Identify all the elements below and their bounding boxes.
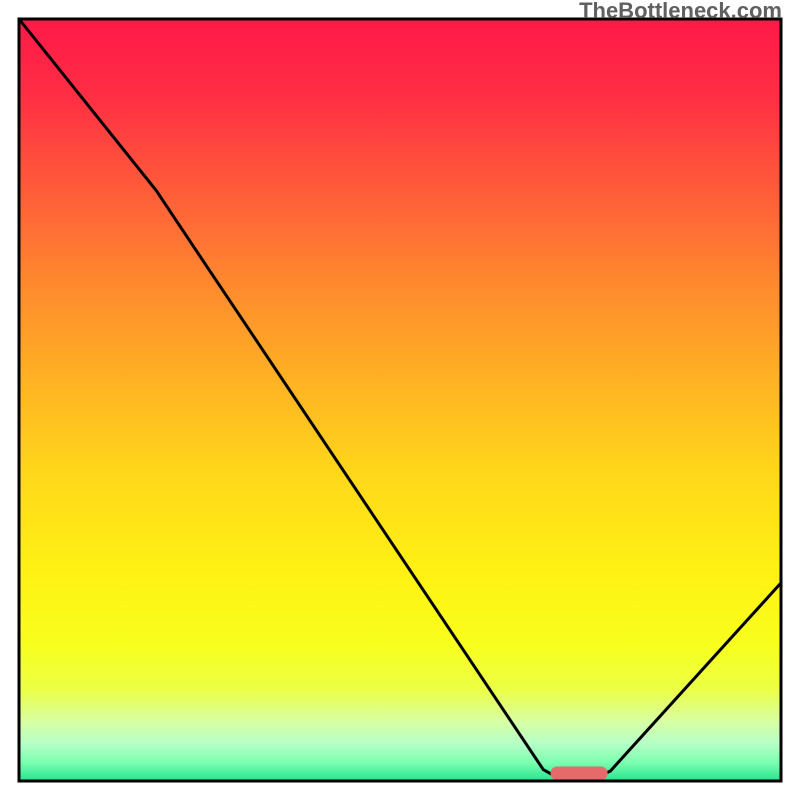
- optimal-marker: [550, 767, 607, 781]
- chart-container: TheBottleneck.com: [0, 0, 800, 800]
- watermark-text: TheBottleneck.com: [579, 0, 782, 24]
- chart-svg: [0, 0, 800, 800]
- plot-background: [19, 19, 781, 781]
